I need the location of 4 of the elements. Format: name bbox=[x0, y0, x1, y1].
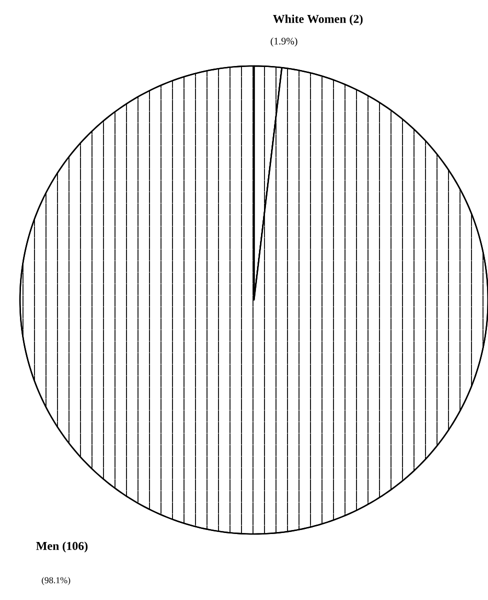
data-label: (1.9%) bbox=[270, 37, 298, 47]
data-label: (98.1%) bbox=[42, 576, 70, 586]
slice-label: Men (106) bbox=[36, 542, 88, 552]
slice-label: White Women (2) bbox=[273, 14, 363, 26]
